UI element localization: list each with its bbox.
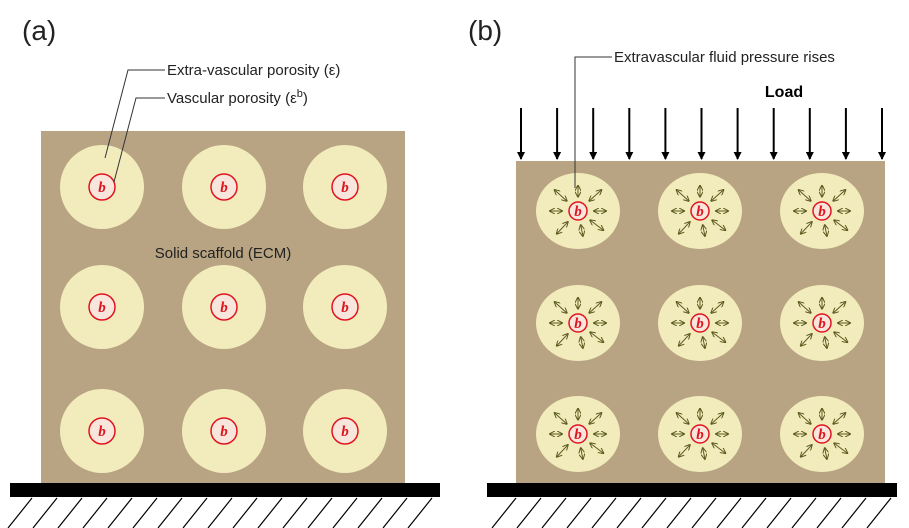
diagram: (a) (b) b b b b b b b b b b b b b b b b b b Solid scaffol…	[0, 0, 909, 528]
hatch	[333, 498, 357, 528]
load-label: Load	[765, 84, 803, 101]
hatch	[767, 498, 791, 528]
text: )	[303, 90, 308, 107]
pore-label: b	[696, 427, 704, 443]
hatch	[208, 498, 232, 528]
hatch	[492, 498, 516, 528]
hatch	[158, 498, 182, 528]
hatch	[792, 498, 816, 528]
hatch	[183, 498, 207, 528]
hatch	[667, 498, 691, 528]
pore-label: b	[574, 204, 582, 220]
pore-label: b	[574, 316, 582, 332]
hatch	[233, 498, 257, 528]
hatch	[283, 498, 307, 528]
hatch	[592, 498, 616, 528]
pore-label: b	[220, 300, 228, 316]
pore-label: b	[98, 180, 106, 196]
hatch	[408, 498, 432, 528]
scaffold-label: Solid scaffold (ECM)	[155, 245, 291, 262]
hatch	[817, 498, 841, 528]
pore-label: b	[818, 204, 826, 220]
hatch	[567, 498, 591, 528]
hatch	[108, 498, 132, 528]
hatch	[358, 498, 382, 528]
ground	[487, 483, 897, 497]
hatch	[8, 498, 32, 528]
annotation: Extravascular fluid pressure rises	[614, 49, 835, 66]
pore-label: b	[818, 427, 826, 443]
pore-label: b	[220, 424, 228, 440]
hatch	[717, 498, 741, 528]
panel-label: (b)	[468, 15, 502, 46]
pore-label: b	[98, 300, 106, 316]
hatch	[542, 498, 566, 528]
hatch	[383, 498, 407, 528]
panel-label: (a)	[22, 15, 56, 46]
annotation: Vascular porosity (εb)	[167, 88, 308, 107]
text: Vascular porosity (ε	[167, 90, 297, 107]
hatch	[83, 498, 107, 528]
hatch	[258, 498, 282, 528]
annotation: Extra-vascular porosity (ε)	[167, 62, 340, 79]
hatch	[742, 498, 766, 528]
hatch	[58, 498, 82, 528]
pore-label: b	[341, 424, 349, 440]
pore-label: b	[341, 300, 349, 316]
hatch	[842, 498, 866, 528]
hatch	[517, 498, 541, 528]
hatch	[692, 498, 716, 528]
ground	[10, 483, 440, 497]
hatch	[867, 498, 891, 528]
pore-label: b	[220, 180, 228, 196]
pore-label: b	[696, 316, 704, 332]
hatch	[33, 498, 57, 528]
hatch	[642, 498, 666, 528]
hatch	[133, 498, 157, 528]
pore-label: b	[696, 204, 704, 220]
hatch	[617, 498, 641, 528]
hatch	[308, 498, 332, 528]
pore-label: b	[574, 427, 582, 443]
pore-label: b	[818, 316, 826, 332]
pore-label: b	[98, 424, 106, 440]
pore-label: b	[341, 180, 349, 196]
